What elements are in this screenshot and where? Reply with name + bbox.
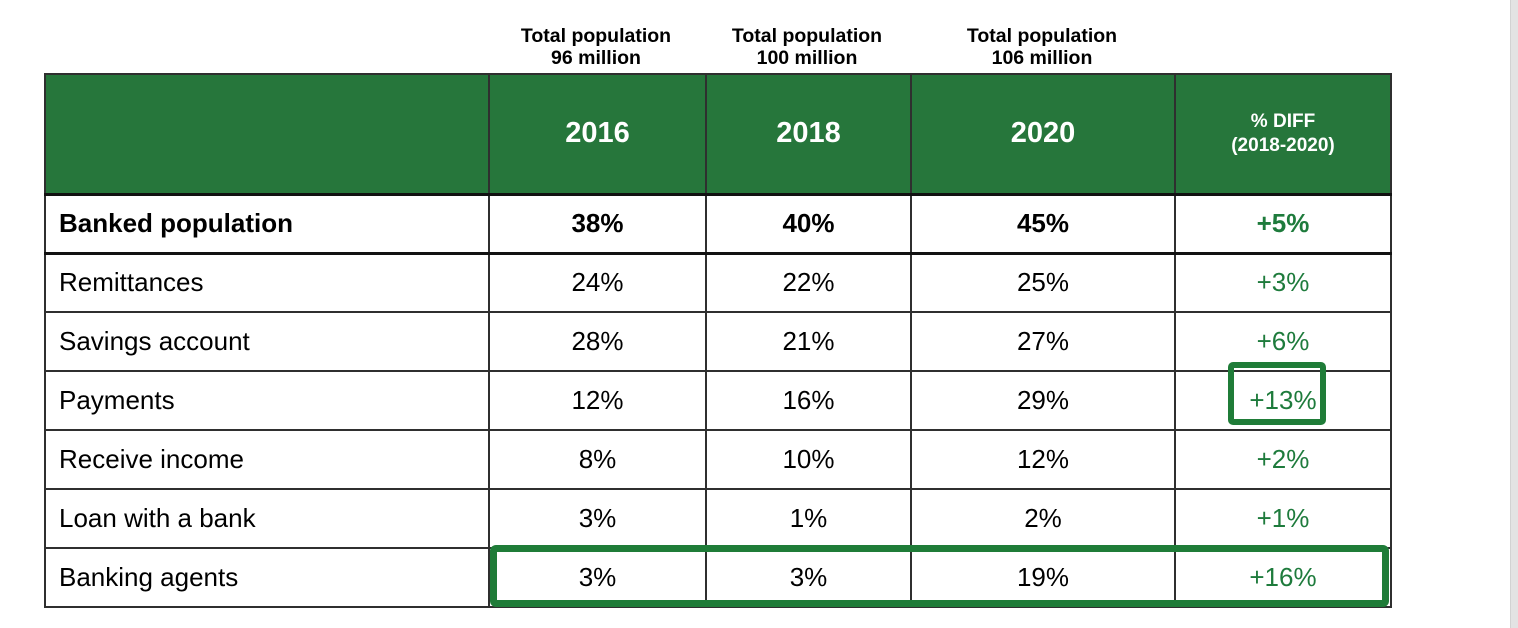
row-label: Payments <box>44 370 490 431</box>
column-annotation-2016: Total population 96 million <box>476 25 716 69</box>
year-header-2020: 2020 <box>910 73 1176 196</box>
annotation-line1: Total population <box>966 25 1118 47</box>
annotation-line2: 96 million <box>551 47 641 69</box>
diff-cell: +1% <box>1174 488 1392 549</box>
annotation-line2: 106 million <box>991 47 1093 69</box>
table-header-row: 2016 2018 2020 % DIFF (2018-2020) <box>44 73 1392 196</box>
year-header-2018: 2018 <box>705 73 912 196</box>
value-cell-2020: 27% <box>910 311 1176 372</box>
value-cell-2018: 16% <box>705 370 912 431</box>
row-label: Receive income <box>44 429 490 490</box>
column-annotation-2018: Total population 100 million <box>687 25 927 69</box>
table-row: Loan with a bank 3% 1% 2% +1% <box>44 488 1392 549</box>
diff-cell: +6% <box>1174 311 1392 372</box>
row-label: Remittances <box>44 252 490 313</box>
annotation-line2: 100 million <box>756 47 858 69</box>
annotation-line1: Total population <box>731 25 883 47</box>
diff-cell: +5% <box>1174 193 1392 255</box>
highlight-box-payments-diff <box>1228 362 1326 425</box>
row-label: Savings account <box>44 311 490 372</box>
diff-cell: +16% <box>1174 547 1392 608</box>
vertical-scrollbar[interactable] <box>1510 0 1518 628</box>
value-cell-2018: 3% <box>705 547 912 608</box>
value-cell-2020: 45% <box>910 193 1176 255</box>
value-cell-2020: 29% <box>910 370 1176 431</box>
table-row: Payments 12% 16% 29% +13% <box>44 370 1392 431</box>
value-cell-2018: 10% <box>705 429 912 490</box>
value-cell-2016: 24% <box>488 252 707 313</box>
value-cell-2016: 38% <box>488 193 707 255</box>
value-cell-2016: 12% <box>488 370 707 431</box>
statistics-table: 2016 2018 2020 % DIFF (2018-2020) Banked… <box>44 73 1392 608</box>
year-header-2016: 2016 <box>488 73 707 196</box>
annotation-line1: Total population <box>520 25 672 47</box>
row-label: Banked population <box>44 193 490 255</box>
diff-header-line1: % DIFF <box>1250 110 1316 132</box>
diff-header: % DIFF (2018-2020) <box>1174 73 1392 196</box>
diff-cell: +2% <box>1174 429 1392 490</box>
value-cell-2020: 25% <box>910 252 1176 313</box>
value-cell-2020: 2% <box>910 488 1176 549</box>
diff-header-line2: (2018-2020) <box>1231 134 1335 156</box>
diff-cell: +3% <box>1174 252 1392 313</box>
value-cell-2018: 40% <box>705 193 912 255</box>
value-cell-2020: 19% <box>910 547 1176 608</box>
table-row: Banked population 38% 40% 45% +5% <box>44 193 1392 255</box>
row-label: Loan with a bank <box>44 488 490 549</box>
value-cell-2018: 21% <box>705 311 912 372</box>
value-cell-2016: 3% <box>488 488 707 549</box>
table-row-highlighted: Banking agents 3% 3% 19% +16% <box>44 547 1392 608</box>
value-cell-2016: 3% <box>488 547 707 608</box>
column-annotation-2020: Total population 106 million <box>922 25 1162 69</box>
highlight-box-banking-agents-row <box>490 545 1389 607</box>
row-label: Banking agents <box>44 547 490 608</box>
value-cell-2020: 12% <box>910 429 1176 490</box>
value-cell-2018: 22% <box>705 252 912 313</box>
value-cell-2016: 28% <box>488 311 707 372</box>
table-row: Savings account 28% 21% 27% +6% <box>44 311 1392 372</box>
value-cell-2016: 8% <box>488 429 707 490</box>
table-row: Remittances 24% 22% 25% +3% <box>44 252 1392 313</box>
value-cell-2018: 1% <box>705 488 912 549</box>
blank-header-cell <box>44 73 490 196</box>
table-row: Receive income 8% 10% 12% +2% <box>44 429 1392 490</box>
